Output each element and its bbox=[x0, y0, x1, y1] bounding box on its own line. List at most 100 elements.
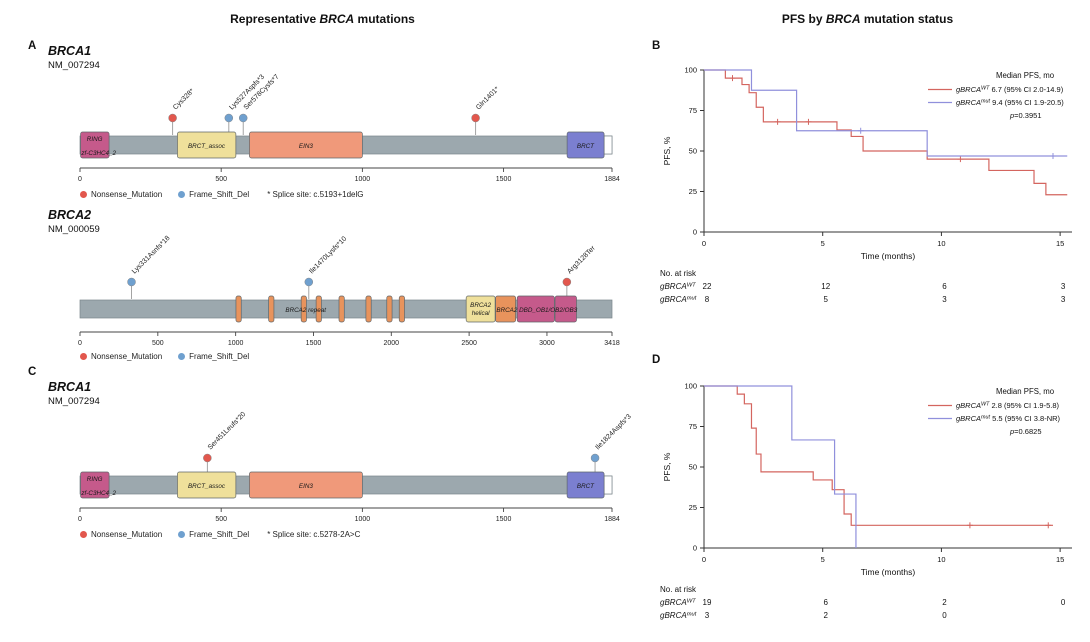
nonsense-mutation-dot bbox=[80, 531, 87, 538]
svg-text:12: 12 bbox=[821, 282, 830, 291]
svg-text:PFS, %: PFS, % bbox=[662, 452, 672, 481]
title-text: mutation status bbox=[860, 12, 954, 26]
legend-brca2-a: Nonsense_Mutation Frame_Shift_Del bbox=[80, 352, 249, 361]
svg-text:6: 6 bbox=[823, 598, 828, 607]
legend-label-nonsense: Nonsense_Mutation bbox=[91, 530, 163, 539]
svg-text:BRCA2 repeat: BRCA2 repeat bbox=[285, 307, 326, 314]
svg-text:1500: 1500 bbox=[496, 176, 512, 183]
svg-text:10: 10 bbox=[937, 239, 945, 248]
svg-text:Median PFS, mo: Median PFS, mo bbox=[996, 387, 1055, 396]
svg-text:10: 10 bbox=[937, 555, 945, 564]
svg-text:0: 0 bbox=[693, 228, 697, 237]
panel-label-d: D bbox=[652, 354, 661, 366]
svg-text:Gln1401*: Gln1401* bbox=[475, 86, 501, 112]
transcript-id-brca2: NM_000059 bbox=[48, 224, 100, 235]
svg-text:gBRCAmut: gBRCAmut bbox=[660, 295, 697, 304]
svg-text:BRCT_assoc: BRCT_assoc bbox=[188, 483, 226, 490]
svg-text:Lys331Asnfs*18: Lys331Asnfs*18 bbox=[131, 235, 172, 276]
legend-label-nonsense: Nonsense_Mutation bbox=[91, 352, 163, 361]
svg-text:gBRCAWT 6.7 (95% CI 2.0-14.9): gBRCAWT 6.7 (95% CI 2.0-14.9) bbox=[956, 85, 1064, 94]
svg-text:0: 0 bbox=[1061, 598, 1066, 607]
svg-text:gBRCAWT 2.8 (95% CI 1.9-5.8): gBRCAWT 2.8 (95% CI 1.9-5.8) bbox=[956, 401, 1060, 410]
svg-text:p=0.3951: p=0.3951 bbox=[1009, 111, 1042, 120]
frame-shift-del-dot bbox=[178, 353, 186, 360]
km-plot-panel-d: 0 25 50 75 100 0 5 10 15 PFS, % Time (months) Media… bbox=[660, 382, 1072, 620]
svg-text:0: 0 bbox=[78, 516, 82, 523]
svg-text:19: 19 bbox=[703, 598, 712, 607]
panel-label-c: C bbox=[28, 366, 37, 378]
svg-text:5: 5 bbox=[823, 295, 828, 304]
svg-text:0: 0 bbox=[942, 611, 947, 620]
svg-text:5: 5 bbox=[821, 555, 825, 564]
svg-text:2000: 2000 bbox=[384, 340, 400, 347]
svg-text:zf-C3HC4_2: zf-C3HC4_2 bbox=[80, 150, 116, 157]
title-text: mutations bbox=[354, 12, 415, 26]
transcript-id-brca1: NM_007294 bbox=[48, 396, 100, 407]
title-gene-italic: BRCA bbox=[319, 12, 355, 26]
legend-label-frameshift: Frame_Shift_Del bbox=[189, 352, 250, 361]
svg-text:8: 8 bbox=[705, 295, 710, 304]
svg-text:75: 75 bbox=[689, 422, 697, 431]
frame-shift-del-dot bbox=[178, 191, 186, 198]
svg-text:25: 25 bbox=[689, 187, 697, 196]
km-plot-panel-b: 0 25 50 75 100 0 5 10 15 PFS, % Time (months) Media… bbox=[660, 66, 1072, 304]
svg-text:PFS, %: PFS, % bbox=[662, 136, 672, 165]
svg-text:Ser451Leufs*20: Ser451Leufs*20 bbox=[207, 411, 248, 452]
svg-text:25: 25 bbox=[689, 503, 697, 512]
svg-text:1500: 1500 bbox=[306, 340, 322, 347]
svg-text:0: 0 bbox=[78, 176, 82, 183]
svg-text:0: 0 bbox=[702, 239, 706, 248]
svg-text:EIN3: EIN3 bbox=[299, 483, 313, 490]
title-gene-italic: BRCA bbox=[825, 12, 861, 26]
svg-text:5: 5 bbox=[821, 239, 825, 248]
svg-text:50: 50 bbox=[689, 463, 697, 472]
frame-shift-del-dot bbox=[178, 531, 186, 538]
svg-text:gBRCAmut: gBRCAmut bbox=[660, 611, 697, 620]
svg-text:Median PFS, mo: Median PFS, mo bbox=[996, 71, 1055, 80]
svg-text:BRCA2: BRCA2 bbox=[470, 302, 491, 309]
svg-text:RING: RING bbox=[87, 476, 103, 483]
nonsense-mutation-dot bbox=[80, 353, 87, 360]
lollipop-chart-brca1-panel-c: RING zf-C3HC4_2 BRCT_assoc EIN3 BRCT Ser451Le… bbox=[78, 411, 633, 523]
legend-label-frameshift: Frame_Shift_Del bbox=[189, 530, 250, 539]
gene-name-brca1: BRCA1 bbox=[48, 380, 92, 394]
gene-name-brca2: BRCA2 bbox=[48, 208, 92, 222]
nonsense-mutation-dot bbox=[80, 191, 87, 198]
gene-header-brca1-c: BRCA1 NM_007294 bbox=[48, 380, 100, 407]
svg-text:Ile1470Lysfs*10: Ile1470Lysfs*10 bbox=[308, 235, 348, 275]
svg-text:gBRCAmut 9.4 (95% CI 1.9-20.5): gBRCAmut 9.4 (95% CI 1.9-20.5) bbox=[956, 98, 1064, 107]
svg-text:3: 3 bbox=[1061, 295, 1066, 304]
right-figure-title: PFS by BRCA mutation status bbox=[645, 12, 1090, 26]
svg-text:EIN3: EIN3 bbox=[299, 143, 313, 150]
svg-text:75: 75 bbox=[689, 106, 697, 115]
svg-text:1000: 1000 bbox=[355, 516, 371, 523]
svg-text:BRCT_assoc: BRCT_assoc bbox=[188, 143, 226, 150]
svg-text:BRCT: BRCT bbox=[577, 143, 595, 150]
svg-text:No. at risk: No. at risk bbox=[660, 269, 697, 278]
splice-site-note: * Splice site: c.5193+1delG bbox=[267, 190, 364, 199]
svg-text:Time (months): Time (months) bbox=[861, 567, 916, 577]
left-figure-title: Representative BRCA mutations bbox=[0, 12, 645, 26]
legend-label-frameshift: Frame_Shift_Del bbox=[189, 190, 250, 199]
svg-text:Cys328*: Cys328* bbox=[172, 88, 196, 112]
svg-text:No. at risk: No. at risk bbox=[660, 585, 697, 594]
svg-text:1000: 1000 bbox=[228, 340, 244, 347]
svg-text:15: 15 bbox=[1056, 555, 1064, 564]
svg-text:3: 3 bbox=[1061, 282, 1066, 291]
svg-text:2: 2 bbox=[823, 611, 828, 620]
svg-text:1000: 1000 bbox=[355, 176, 371, 183]
splice-site-note: * Splice site: c.5278-2A>C bbox=[267, 530, 361, 539]
svg-text:2: 2 bbox=[942, 598, 947, 607]
svg-text:0: 0 bbox=[78, 340, 82, 347]
svg-text:helical: helical bbox=[472, 310, 490, 317]
svg-text:100: 100 bbox=[684, 66, 697, 75]
svg-text:BRCA2 DBD_OB1/OB2/OB3: BRCA2 DBD_OB1/OB2/OB3 bbox=[496, 307, 577, 314]
svg-text:500: 500 bbox=[215, 516, 227, 523]
svg-text:500: 500 bbox=[152, 340, 164, 347]
gene-name-brca1: BRCA1 bbox=[48, 44, 92, 58]
svg-text:1500: 1500 bbox=[496, 516, 512, 523]
svg-text:3000: 3000 bbox=[539, 340, 555, 347]
